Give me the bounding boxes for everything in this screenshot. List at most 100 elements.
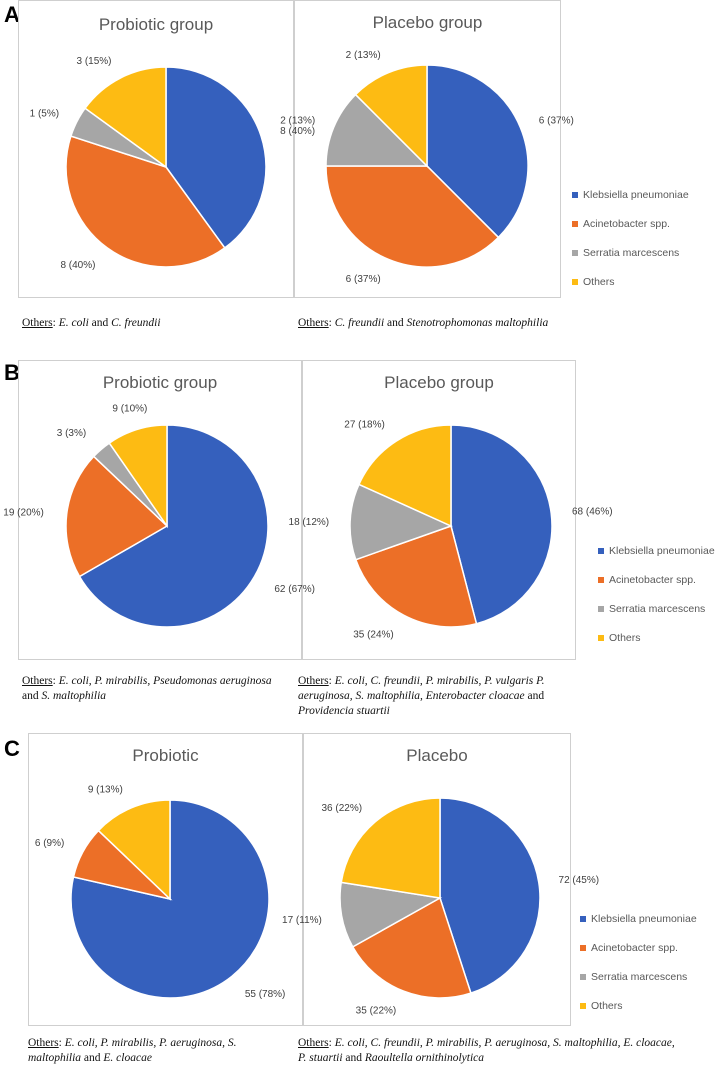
legend-label: Others [609, 631, 641, 644]
footnote-segment: E. coli, C. freundii, P. mirabilis, P. v… [298, 675, 545, 702]
pie-data-label: 35 (24%) [353, 630, 394, 641]
legend-swatch [580, 915, 586, 922]
pie-data-label: 8 (40%) [60, 260, 95, 271]
pie-slice-others [108, 424, 168, 529]
pie-data-label: 8 (40%) [280, 126, 315, 137]
footnote-segment: and [22, 690, 42, 702]
legend-swatch [572, 278, 578, 285]
legend-swatch [580, 944, 586, 951]
pie-data-label: 17 (11%) [282, 915, 322, 926]
pie-data-label: 1 (5%) [30, 109, 59, 120]
legend-item-serratia: Serratia marcescens [572, 238, 689, 267]
legend-label: Acinetobacter spp. [609, 573, 696, 586]
footnote-segment: : [328, 1037, 335, 1049]
legend-item-acinetobacter: Acinetobacter spp. [598, 565, 715, 594]
legend-swatch [598, 634, 604, 641]
footnote-segment: E. cloacae [103, 1052, 152, 1064]
footnote-segment: Others [22, 675, 53, 687]
pie-data-label: 6 (37%) [346, 274, 381, 285]
legend-a: Klebsiella pneumoniae Acinetobacter spp.… [572, 180, 689, 296]
pie-c-probiotic: 55 (78%) 6 (9%) 9 (13%) [35, 785, 286, 1000]
legend-item-others: Others [580, 991, 697, 1020]
panel-letter-a: A [4, 2, 20, 27]
legend-item-acinetobacter: Acinetobacter spp. [580, 933, 697, 962]
pie-data-label: 19 (20%) [3, 507, 44, 518]
pie-slice-serratia-marcescens [339, 881, 443, 948]
legend-label: Others [591, 999, 623, 1012]
legend-swatch [598, 547, 604, 554]
legend-swatch [580, 973, 586, 980]
footnote-segment: E. coli, P. mirabilis, P. aeruginosa, S.… [28, 1037, 237, 1064]
pie-data-label: 3 (3%) [57, 428, 86, 439]
footnote-b-probiotic: Others: E. coli, P. mirabilis, Pseudomon… [22, 674, 290, 704]
pie-slice-serratia-marcescens [349, 483, 454, 561]
pie-data-label: 72 (45%) [559, 875, 600, 886]
legend-label: Klebsiella pneumoniae [583, 188, 689, 201]
footnote-b-placebo: Others: E. coli, C. freundii, P. mirabil… [298, 674, 594, 719]
footnote-segment: : [328, 675, 335, 687]
footnote-segment: : [52, 675, 59, 687]
pie-slice-others [357, 424, 452, 528]
legend-label: Acinetobacter spp. [591, 941, 678, 954]
footnote-segment: : [328, 317, 335, 329]
footnote-segment: and [81, 1052, 104, 1064]
pie-slice-klebsiella-pneumoniae [426, 64, 529, 239]
pie-data-label: 6 (37%) [539, 116, 574, 127]
footnote-segment: and [342, 1052, 365, 1064]
footnote-segment: Others [298, 675, 329, 687]
legend-label: Acinetobacter spp. [583, 217, 670, 230]
pie-slice-others [84, 66, 167, 169]
pie-data-label: 2 (13%) [346, 50, 381, 61]
chart-title: Probiotic group [98, 15, 214, 34]
pie-data-label: 9 (10%) [112, 404, 147, 415]
legend-item-others: Others [598, 623, 715, 652]
legend-item-acinetobacter: Acinetobacter spp. [572, 209, 689, 238]
footnote-segment: Raoultella ornithinolytica [364, 1052, 485, 1064]
pie-b-placebo: 68 (46%) 35 (24%) 18 (12%) 27 (18%) [289, 419, 613, 640]
footnote-a-placebo: Others: C. freundii and Stenotrophomonas… [298, 316, 618, 331]
pie-slice-acinetobacter-spp [325, 165, 500, 268]
chart-title: Placebo group [384, 373, 494, 392]
pie-slice-acinetobacter-spp [65, 455, 169, 578]
pie-slice-klebsiella-pneumoniae [78, 424, 269, 628]
legend-label: Klebsiella pneumoniae [609, 544, 715, 557]
pie-data-label: 36 (22%) [321, 803, 362, 814]
legend-item-klebsiella: Klebsiella pneumoniae [598, 536, 715, 565]
pie-slice-serratia-marcescens [325, 93, 429, 167]
footnote-segment: Providencia stuartii [298, 705, 390, 717]
chart-title: Probiotic [132, 746, 199, 765]
pie-slice-others [354, 64, 428, 168]
legend-item-serratia: Serratia marcescens [598, 594, 715, 623]
footnote-c-placebo: Others: E. coli, C. freundii, P. mirabil… [298, 1036, 678, 1066]
footnote-segment: and [88, 317, 112, 329]
legend-label: Serratia marcescens [609, 602, 706, 615]
legend-label: Serratia marcescens [591, 970, 688, 983]
legend-c: Klebsiella pneumoniae Acinetobacter spp.… [580, 904, 697, 1020]
legend-item-klebsiella: Klebsiella pneumoniae [580, 904, 697, 933]
pie-data-label: 2 (13%) [280, 116, 315, 127]
chart-title: Probiotic group [102, 373, 218, 392]
footnote-segment: C. freundii [111, 317, 161, 329]
pie-slice-klebsiella-pneumoniae [165, 66, 267, 249]
footnote-segment: E. coli, C. freundii, P. mirabilis, P. a… [298, 1037, 675, 1064]
chart-title: Placebo [406, 746, 468, 765]
pie-slice-acinetobacter-spp [65, 135, 226, 268]
legend-label: Others [583, 275, 615, 288]
footnote-segment: : [58, 1037, 65, 1049]
legend-item-others: Others [572, 267, 689, 296]
pie-data-label: 68 (46%) [572, 507, 613, 518]
pie-data-label: 3 (15%) [77, 56, 112, 67]
pie-slice-klebsiella-pneumoniae [450, 424, 553, 625]
pie-data-label: 6 (9%) [35, 838, 64, 849]
footnote-segment: E. coli, P. mirabilis, Pseudomonas aerug… [58, 675, 272, 687]
legend-swatch [598, 605, 604, 612]
footnote-c-probiotic: Others: E. coli, P. mirabilis, P. aerugi… [28, 1036, 268, 1066]
pie-data-label: 55 (78%) [245, 989, 286, 1000]
pie-b-probiotic: 62 (67%) 19 (20%) 3 (3%) 9 (10%) [3, 404, 315, 628]
legend-swatch [598, 576, 604, 583]
pie-a-probiotic: 8 (40%) 8 (40%) 1 (5%) 3 (15%) [30, 56, 316, 271]
pie-data-label: 35 (22%) [356, 1006, 397, 1017]
legend-label: Serratia marcescens [583, 246, 680, 259]
pie-slice-others [97, 799, 171, 901]
legend-b: Klebsiella pneumoniae Acinetobacter spp.… [598, 536, 715, 652]
